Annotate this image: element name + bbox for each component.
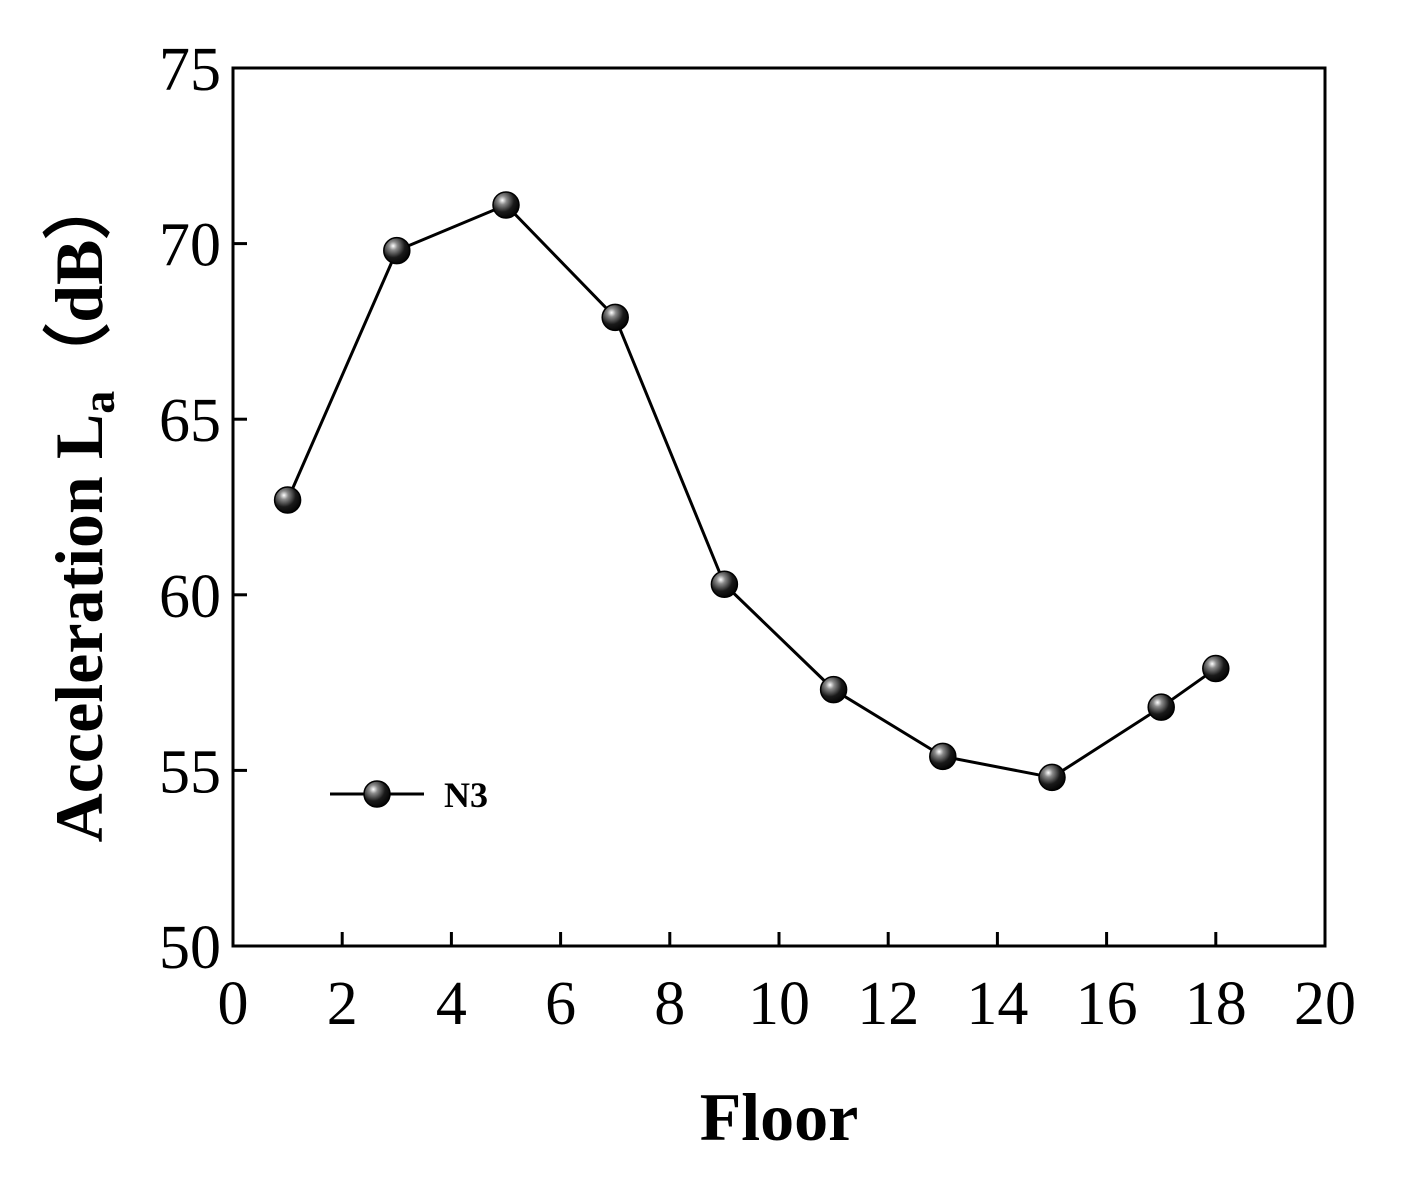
x-tick-label: 20: [1294, 970, 1356, 1038]
y-axis-title-main: Acceleration L: [41, 414, 117, 843]
data-point: [710, 570, 739, 599]
x-tick-label: 18: [1185, 970, 1247, 1038]
y-axis-title-unit: （dB）: [41, 172, 117, 391]
x-axis-title: Floor: [700, 1079, 859, 1155]
x-tick-label: 10: [748, 970, 810, 1038]
y-tick-label: 70: [159, 212, 221, 280]
data-point: [1038, 763, 1066, 792]
legend-marker: [363, 780, 391, 808]
series-line-n3: [286, 203, 1217, 780]
legend: N3: [330, 775, 488, 815]
x-tick-label: 0: [218, 970, 249, 1038]
data-point: [273, 486, 302, 514]
x-tick-label: 16: [1076, 970, 1138, 1038]
x-tick-label: 14: [966, 970, 1028, 1038]
x-tick-label: 4: [436, 970, 467, 1038]
y-tick-label: 60: [159, 563, 221, 631]
y-axis-title-subscript: a: [73, 391, 124, 414]
x-tick-label: 6: [545, 970, 576, 1038]
data-point: [1202, 654, 1230, 683]
x-tick-label: 12: [857, 970, 919, 1038]
y-tick-label: 55: [159, 738, 221, 806]
data-point: [819, 675, 848, 704]
y-tick-label: 65: [159, 387, 221, 455]
data-point: [383, 236, 411, 265]
legend-label-n3: N3: [444, 775, 488, 815]
data-point: [601, 303, 629, 332]
data-point: [492, 191, 520, 219]
y-axis-ticks: 50 55 60 65 70 75: [159, 36, 247, 982]
data-point: [1147, 693, 1175, 721]
plot-area-frame: [231, 66, 1327, 948]
y-tick-label: 75: [159, 36, 221, 104]
series-layer: [273, 191, 1230, 792]
x-tick-label: 8: [654, 970, 685, 1038]
y-axis-title: Acceleration La（dB）: [41, 172, 124, 843]
x-axis-ticks: 0 2 4 6 8 10 12 14 16 18 20: [218, 932, 1356, 1038]
y-tick-label: 50: [159, 914, 221, 982]
x-tick-label: 2: [327, 970, 358, 1038]
data-point: [929, 742, 957, 771]
